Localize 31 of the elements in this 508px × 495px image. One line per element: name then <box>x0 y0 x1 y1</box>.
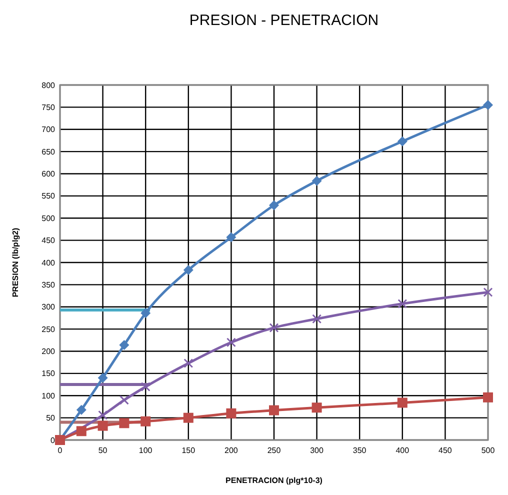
x-axis-title: PENETRACION (plg*10-3) <box>226 476 323 485</box>
y-tick-label: 150 <box>42 369 56 378</box>
x-tick-label: 400 <box>396 446 410 455</box>
y-tick-label: 550 <box>42 192 56 201</box>
y-tick-label: 400 <box>42 258 56 268</box>
y-tick-label: 100 <box>42 391 56 400</box>
y-tick-label: 500 <box>42 214 56 223</box>
y-axis-title: PRESION (lb/plg2) <box>11 228 20 298</box>
x-tick-label: 300 <box>310 446 324 455</box>
x-tick-label: 200 <box>224 446 238 455</box>
chart-title: PRESION - PENETRACION <box>189 12 379 29</box>
y-tick-label: 0 <box>50 436 56 445</box>
y-tick-label: 650 <box>42 147 56 156</box>
x-tick-label: 250 <box>267 446 282 455</box>
x-tick-label: 100 <box>138 446 153 455</box>
x-tick-label: 450 <box>438 446 452 455</box>
y-tick-label: 800 <box>42 80 56 90</box>
y-tick-label: 350 <box>42 280 56 290</box>
x-tick-label: 0 <box>58 446 63 455</box>
y-tick-label: 200 <box>42 347 56 356</box>
x-tick-label: 350 <box>352 446 367 455</box>
y-tick-label: 700 <box>42 125 56 134</box>
y-tick-label: 750 <box>42 102 56 112</box>
y-tick-label: 50 <box>46 414 56 423</box>
x-tick-label: 500 <box>481 446 496 455</box>
y-tick-label: 250 <box>42 324 56 334</box>
x-tick-label: 150 <box>182 446 196 455</box>
x-tick-label: 50 <box>98 446 108 455</box>
y-tick-label: 600 <box>42 170 56 179</box>
y-tick-label: 450 <box>42 236 56 246</box>
y-tick-label: 300 <box>42 302 56 312</box>
